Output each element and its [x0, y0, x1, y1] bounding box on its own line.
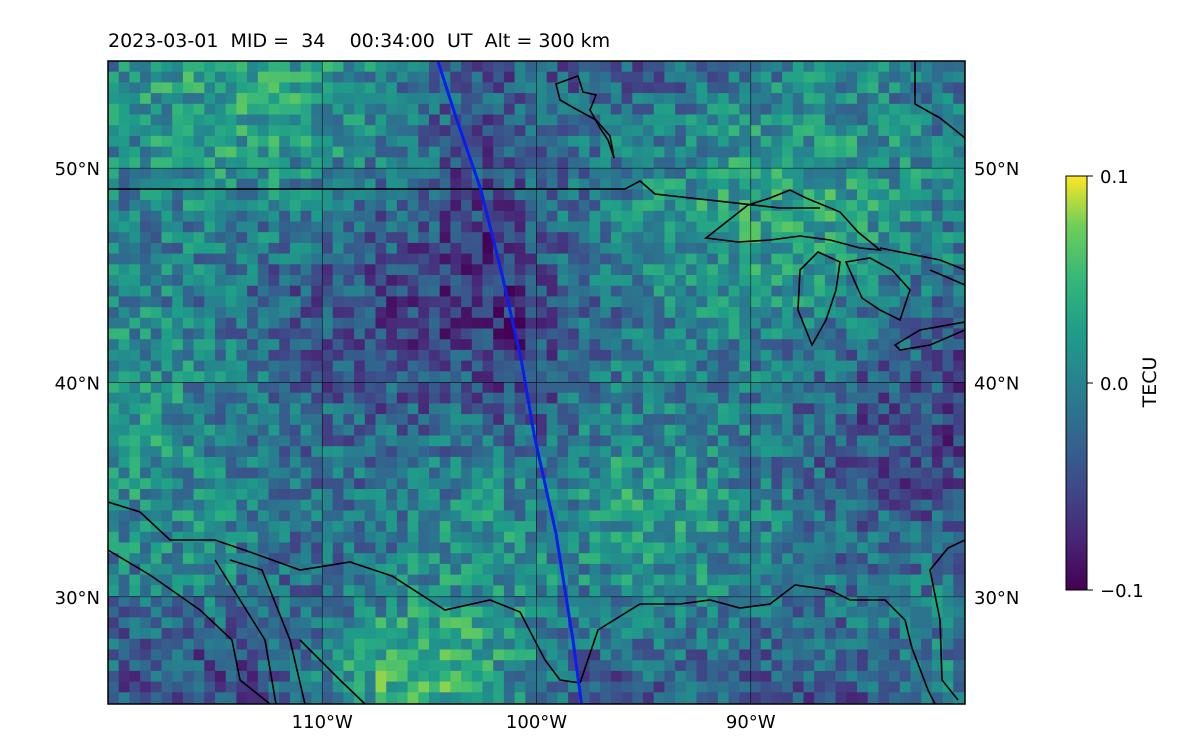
map-title: 2023-03-01 MID = 34 00:34:00 UT Alt = 30…: [108, 30, 610, 52]
title-time: 00:34:00: [349, 30, 435, 52]
title-date: 2023-03-01: [108, 30, 219, 52]
title-alt-value: 300: [538, 30, 575, 52]
title-mid-value: 34: [301, 30, 326, 52]
canada-us-border: [108, 180, 820, 209]
tec-raster: [108, 61, 965, 704]
east-coast: [879, 247, 965, 701]
great-lakes-michigan: [797, 251, 841, 347]
title-mid-label: MID =: [230, 30, 290, 52]
lon-label: 110°W: [292, 712, 353, 733]
map-overlays: [108, 61, 965, 704]
north-east-coast: [914, 61, 965, 139]
lat-label-left: 50°N: [55, 159, 100, 180]
colorbar-bar: [1066, 176, 1087, 590]
lon-labels: 110°W 100°W 90°W: [292, 712, 776, 733]
satellite-track: [436, 61, 583, 704]
great-lakes-superior: [703, 189, 883, 252]
mexico-inland: [299, 639, 366, 704]
great-lakes-erie-ontario: [893, 321, 965, 351]
mexico-border: [108, 501, 581, 684]
colorbar-tick-label: −0.1: [1100, 581, 1144, 602]
hudson-bay-coast: [555, 74, 615, 159]
great-lakes-huron: [844, 257, 911, 322]
title-alt-unit: km: [580, 30, 611, 52]
colorbar-tick-label: 0.1: [1100, 167, 1129, 188]
lat-labels-left: 50°N 40°N 30°N: [55, 159, 100, 609]
map-frame: [107, 60, 966, 705]
coastlines: [108, 61, 965, 704]
lat-label-right: 50°N: [974, 159, 1019, 180]
lon-label: 90°W: [726, 712, 776, 733]
title-time-unit: UT: [447, 30, 473, 52]
colorbar-tick-label: 0.0: [1100, 374, 1129, 395]
lat-label-right: 40°N: [974, 374, 1019, 395]
gridlines: [108, 61, 965, 704]
lat-labels-right: 50°N 40°N 30°N: [974, 159, 1019, 609]
baja-gulf: [108, 549, 306, 704]
lon-label: 100°W: [506, 712, 567, 733]
lat-label-left: 30°N: [55, 588, 100, 609]
colorbar-ticks: 0.1 0.0 −0.1: [1087, 167, 1144, 602]
title-alt-label: Alt =: [484, 30, 533, 52]
colorbar-label: TECU: [1139, 356, 1161, 408]
lat-label-left: 40°N: [55, 374, 100, 395]
gulf-coast: [579, 584, 936, 704]
lat-label-right: 30°N: [974, 588, 1019, 609]
